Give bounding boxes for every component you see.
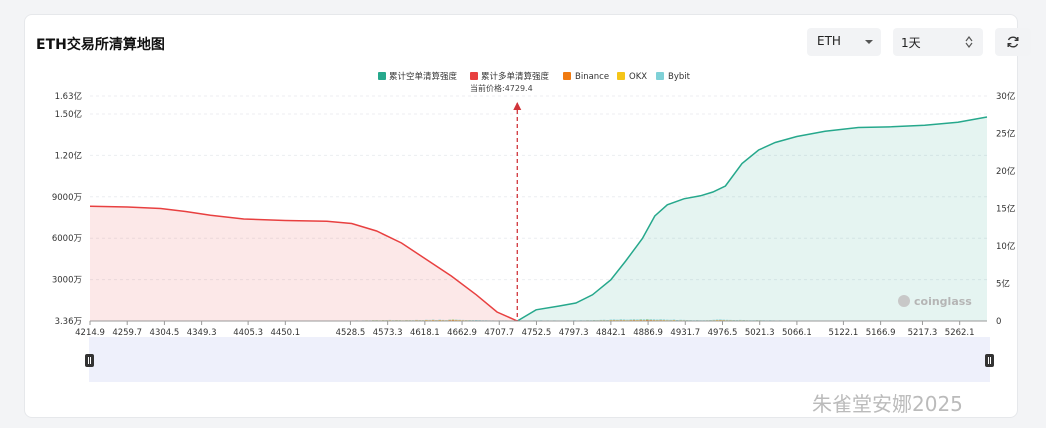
legend-swatch-bybit (656, 72, 664, 80)
x-tick-label: 4931.7 (670, 328, 700, 338)
legend-swatch-okx (617, 72, 625, 80)
coinglass-logo-icon: coinglass (898, 295, 972, 308)
x-tick-label: 4662.9 (447, 328, 477, 338)
legend-swatch-binance (563, 72, 571, 80)
y-axis-left: 1.63亿 1.50亿 1.20亿 9000万 6000万 3000万 3.36万 (52, 91, 82, 327)
bar-bybit (629, 319, 632, 320)
page-title: ETH交易所清算地图 (36, 37, 165, 53)
watermark: 朱雀堂安娜2025 (812, 392, 963, 416)
x-tick-label: 4842.1 (596, 328, 626, 338)
x-tick-label: 5262.1 (945, 328, 975, 338)
x-tick-label: 4797.3 (559, 328, 589, 338)
y-right-tick-label: 5亿 (996, 279, 1010, 290)
legend-swatch-long (470, 72, 478, 80)
y-left-tick-label: 1.20亿 (55, 150, 82, 161)
x-tick-label: 4259.7 (112, 328, 142, 338)
bar-bybit (636, 319, 639, 320)
x-tick-label: 4405.3 (233, 328, 263, 338)
legend-label-long: 累计多单清算强度 (481, 71, 550, 82)
y-axis-right: 30亿 25亿 20亿 15亿 10亿 5亿 0 (996, 91, 1015, 327)
bar-bybit (619, 319, 623, 320)
y-right-tick-label: 15亿 (996, 204, 1015, 215)
legend-label-bybit: Bybit (668, 72, 691, 82)
y-left-tick-label: 3000万 (52, 276, 82, 286)
symbol-select-value: ETH (817, 34, 841, 48)
short-cum-area (517, 117, 987, 321)
x-tick-label: 4976.5 (708, 328, 738, 338)
x-tick-label: 4450.1 (270, 328, 300, 338)
y-right-tick-label: 20亿 (996, 166, 1015, 177)
current-price-arrow (513, 102, 522, 110)
legend-label-okx: OKX (629, 72, 647, 82)
x-axis: 4214.9 4259.7 4304.5 4349.3 4405.3 4450.1 4528… (75, 320, 987, 338)
chevron-down-icon (865, 40, 873, 44)
y-left-tick-label: 1.63亿 (55, 91, 82, 102)
x-tick-label: 4886.9 (633, 328, 663, 338)
range-slider-handle-left[interactable] (85, 354, 94, 367)
y-left-tick-label: 1.50亿 (55, 109, 82, 120)
bar-bybit (639, 319, 642, 320)
current-price-label: 当前价格:4729.4 (470, 83, 533, 93)
brand-label: coinglass (914, 295, 972, 308)
x-tick-label: 4214.9 (75, 328, 105, 338)
short-cum-line (516, 116, 988, 322)
bar-bybit (662, 319, 666, 320)
x-tick-label: 4304.5 (150, 328, 180, 338)
x-tick-label: 5166.9 (866, 328, 896, 338)
range-select-value: 1天 (901, 36, 921, 50)
y-right-tick-label: 0 (996, 317, 1001, 327)
bar-bybit (719, 319, 722, 320)
long-cum-area (90, 206, 518, 321)
y-right-tick-label: 10亿 (996, 241, 1015, 252)
long-cum-line (89, 205, 518, 322)
legend-swatch-short (378, 72, 386, 80)
y-left-tick-label: 6000万 (52, 234, 82, 244)
refresh-icon (1007, 36, 1019, 48)
x-tick-label: 4573.3 (373, 328, 403, 338)
x-tick-label: 4618.1 (410, 328, 440, 338)
bar-bybit (656, 319, 659, 321)
y-left-tick-label: 9000万 (52, 193, 82, 203)
legend-label-short: 累计空单清算强度 (389, 71, 458, 82)
y-right-tick-label: 30亿 (996, 91, 1015, 102)
range-slider-handle-right[interactable] (985, 354, 994, 367)
x-tick-label: 5122.1 (829, 328, 859, 338)
refresh-button[interactable] (995, 28, 1031, 56)
bar-bybit (622, 319, 626, 320)
legend-label-binance: Binance (575, 72, 609, 82)
x-tick-label: 5066.1 (782, 328, 812, 338)
bar-bybit (646, 319, 649, 320)
bar-bybit (659, 319, 662, 320)
updown-icon (965, 36, 973, 48)
x-tick-label: 4528.5 (336, 328, 366, 338)
x-tick-label: 4349.3 (187, 328, 217, 338)
legend[interactable]: 累计空单清算强度 累计多单清算强度 Binance OKX Bybit (378, 71, 691, 82)
cumulative-lines (89, 102, 988, 322)
y-right-tick-label: 25亿 (996, 129, 1015, 140)
range-select[interactable]: 1天 (893, 28, 983, 56)
x-tick-label: 4707.7 (484, 328, 514, 338)
symbol-select[interactable]: ETH (807, 28, 881, 56)
x-tick-label: 5217.3 (908, 328, 938, 338)
bar-bybit (652, 319, 656, 320)
bar-bybit (632, 319, 636, 320)
x-tick-label: 4752.5 (522, 328, 552, 338)
x-tick-label: 5021.3 (745, 328, 775, 338)
bar-bybit (612, 319, 616, 320)
bar-bybit (642, 319, 646, 320)
y-left-tick-label: 3.36万 (55, 317, 82, 327)
range-slider-track[interactable] (89, 337, 990, 382)
cumulative-areas (90, 117, 987, 321)
bar-bybit (649, 319, 652, 320)
